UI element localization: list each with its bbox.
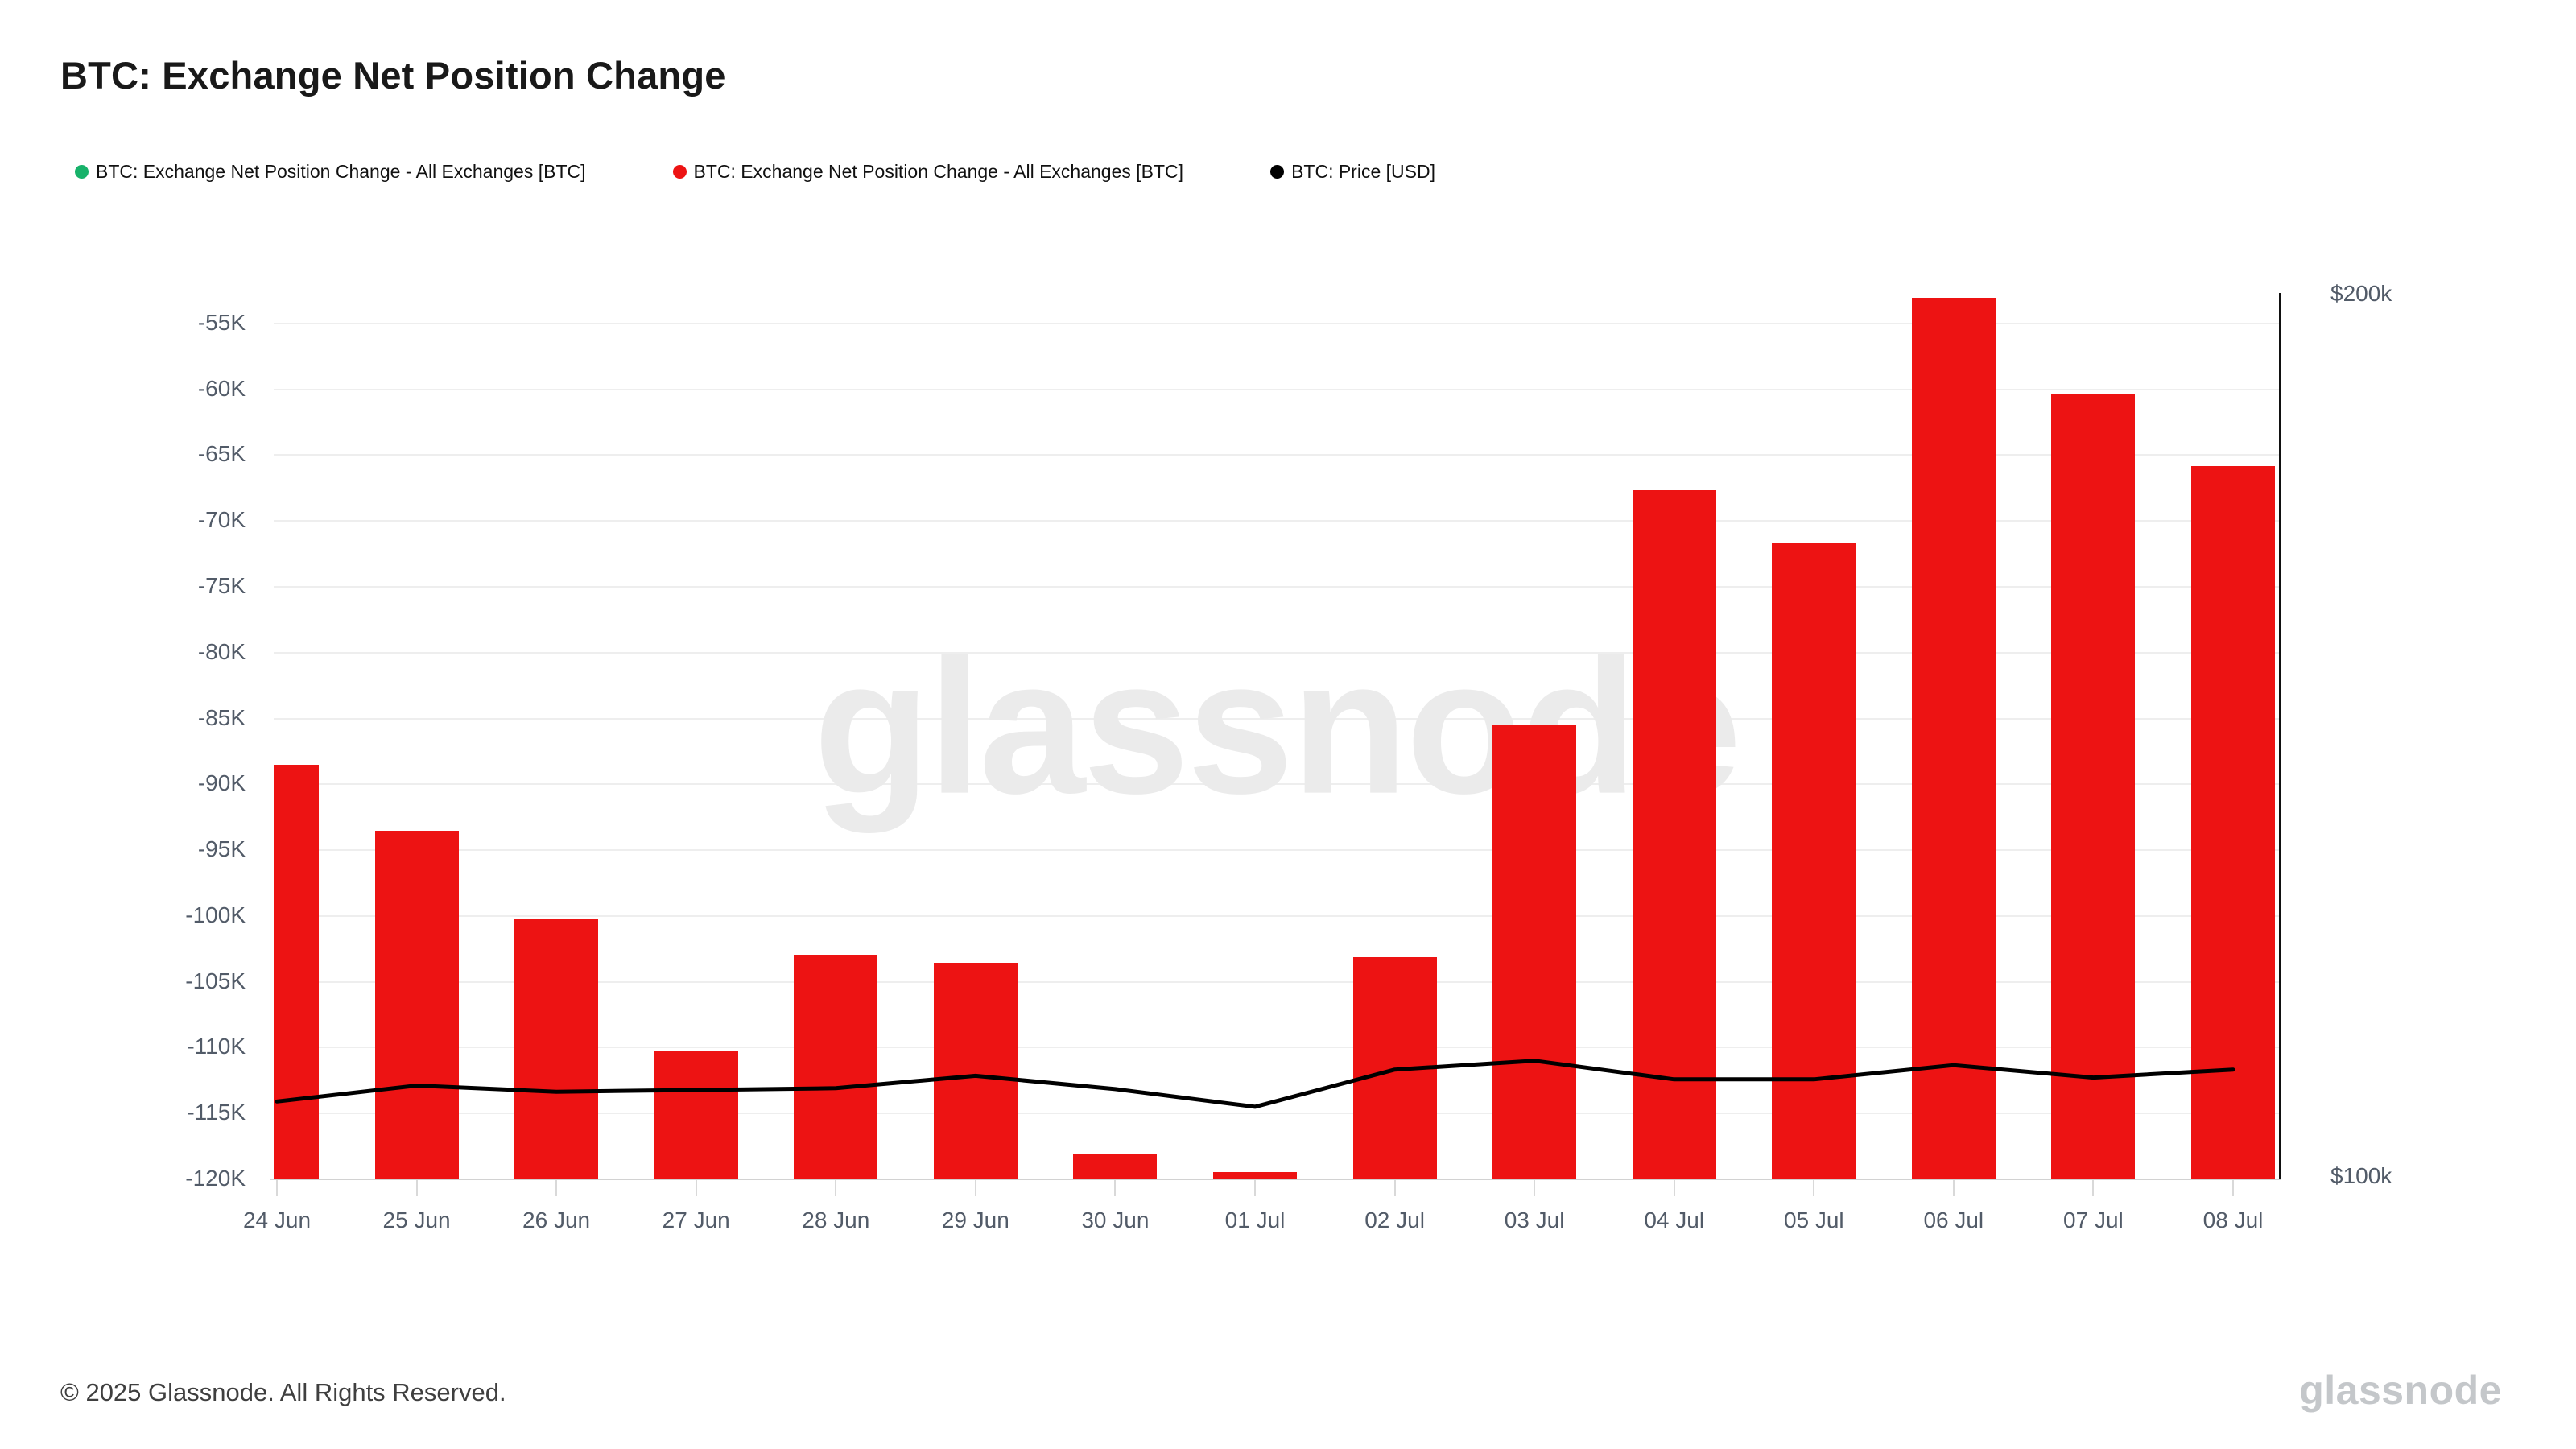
legend-item-label: BTC: Exchange Net Position Change - All … <box>96 161 586 182</box>
legend-item-price[interactable]: BTC: Price [USD] <box>1270 161 1435 183</box>
x-axis-label: 24 Jun <box>242 1208 312 1232</box>
x-axis-tick <box>2092 1180 2095 1196</box>
bar <box>274 765 319 1179</box>
x-axis-label: 01 Jul <box>1224 1208 1286 1232</box>
y-axis-label: -110K <box>187 1034 246 1059</box>
bar <box>1073 1153 1158 1179</box>
black-dot-icon <box>1270 165 1285 179</box>
x-axis-tick <box>1813 1180 1815 1196</box>
x-axis-label: 26 Jun <box>522 1208 591 1232</box>
x-axis-label: 05 Jul <box>1783 1208 1844 1232</box>
bar <box>1213 1171 1297 1179</box>
x-axis-tick <box>1534 1180 1536 1196</box>
bar <box>933 962 1018 1179</box>
x-axis-tick <box>415 1180 418 1196</box>
plot-area[interactable]: glassnode <box>274 293 2279 1179</box>
y-axis-label: -60K <box>197 375 246 401</box>
x-axis-tick <box>695 1180 697 1196</box>
bar <box>1772 543 1856 1179</box>
x-axis-label: 02 Jul <box>1364 1208 1425 1232</box>
bar <box>514 919 599 1179</box>
gridline <box>274 980 2279 983</box>
gridline <box>274 322 2279 324</box>
legend-item-label: BTC: Exchange Net Position Change - All … <box>693 161 1184 182</box>
x-axis-label: 29 Jun <box>941 1208 1009 1232</box>
bar <box>374 831 459 1179</box>
x-axis-tick <box>1114 1180 1117 1196</box>
chart-title: BTC: Exchange Net Position Change <box>60 54 726 97</box>
price-line <box>275 1059 2235 1109</box>
legend-item-net-position-green[interactable]: BTC: Exchange Net Position Change - All … <box>75 161 586 183</box>
right-axis-label-top: $200k <box>2330 281 2392 306</box>
bar <box>654 1051 738 1179</box>
gridline <box>274 454 2279 456</box>
y-axis-label: -100K <box>185 902 246 927</box>
x-axis-label: 04 Jul <box>1644 1208 1705 1232</box>
x-axis-label: 28 Jun <box>802 1208 870 1232</box>
y-axis-label: -90K <box>197 770 246 796</box>
gridline <box>274 717 2279 720</box>
x-axis-tick <box>1254 1180 1256 1196</box>
y-axis-label: -85K <box>197 704 246 730</box>
x-axis-tick <box>1673 1180 1675 1196</box>
glassnode-logo: glassnode <box>2299 1368 2502 1413</box>
x-axis-tick <box>974 1180 976 1196</box>
gridline <box>274 783 2279 786</box>
x-axis-label: 03 Jul <box>1504 1208 1565 1232</box>
y-axis-label: -80K <box>197 638 246 664</box>
x-axis-label: 30 Jun <box>1081 1208 1150 1232</box>
gridline <box>274 1046 2279 1049</box>
x-axis-tick <box>555 1180 558 1196</box>
bar <box>1911 297 1996 1179</box>
glassnode-watermark: glassnode <box>813 620 1741 834</box>
right-axis-line <box>2279 293 2281 1179</box>
legend-item-label: BTC: Price [USD] <box>1291 161 1435 182</box>
chart-legend: BTC: Exchange Net Position Change - All … <box>75 161 1435 183</box>
gridline <box>274 1113 2279 1115</box>
x-axis-label: 27 Jun <box>662 1208 730 1232</box>
bar <box>2051 394 2136 1179</box>
x-axis-label: 07 Jul <box>2063 1208 2124 1232</box>
x-axis-line <box>270 1179 2281 1180</box>
y-axis-label: -70K <box>197 507 246 533</box>
bar <box>2191 466 2275 1179</box>
gridline <box>274 651 2279 654</box>
x-axis-label: 06 Jul <box>1923 1208 1984 1232</box>
x-axis-tick <box>835 1180 837 1196</box>
gridline <box>274 585 2279 588</box>
x-axis-tick <box>1393 1180 1396 1196</box>
green-dot-icon <box>75 165 89 179</box>
x-axis-label: 08 Jul <box>2202 1208 2264 1232</box>
bar <box>1492 724 1577 1179</box>
x-axis-tick <box>276 1180 278 1196</box>
y-axis-label: -95K <box>197 836 246 862</box>
right-axis-label-bottom: $100k <box>2330 1163 2392 1188</box>
gridline <box>274 849 2279 852</box>
bar <box>794 954 878 1179</box>
y-axis-label: -115K <box>187 1100 246 1125</box>
x-axis-label: 25 Jun <box>382 1208 451 1232</box>
x-axis-tick <box>2232 1180 2234 1196</box>
y-axis-label: -55K <box>197 309 246 335</box>
y-axis-label: -65K <box>197 441 246 467</box>
y-axis-label: -105K <box>185 968 246 993</box>
legend-item-net-position-red[interactable]: BTC: Exchange Net Position Change - All … <box>672 161 1184 183</box>
bar <box>1632 489 1716 1179</box>
y-axis-label: -120K <box>185 1166 246 1191</box>
gridline <box>274 388 2279 390</box>
y-axis-label: -75K <box>197 572 246 598</box>
red-dot-icon <box>672 165 687 179</box>
x-axis-tick <box>1952 1180 1955 1196</box>
gridline <box>274 914 2279 917</box>
footer-copyright: © 2025 Glassnode. All Rights Reserved. <box>60 1378 506 1406</box>
gridline <box>274 520 2279 522</box>
